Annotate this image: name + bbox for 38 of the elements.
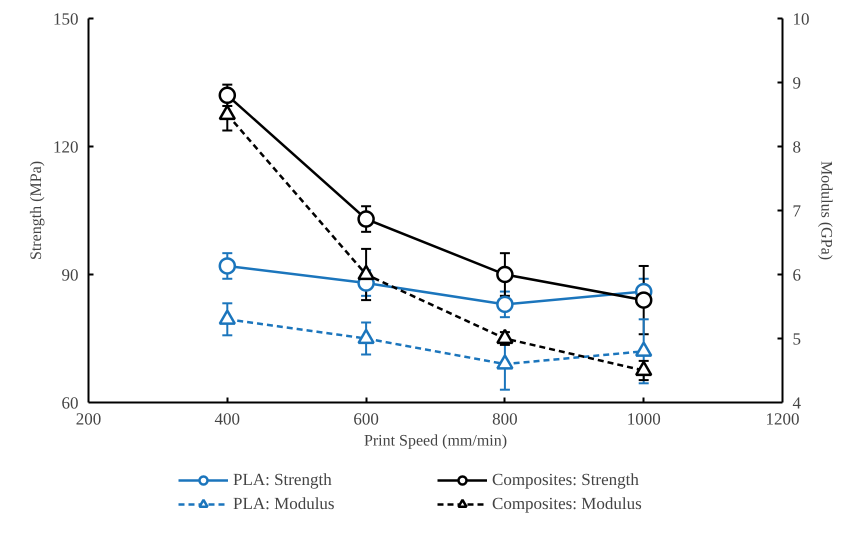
legend-label: Composites: Modulus: [492, 494, 643, 514]
y2-tick-label: 9: [792, 74, 801, 92]
y-tick-label: 60: [62, 394, 78, 412]
y2-tick-label: 6: [792, 266, 801, 284]
x-tick-label: 1000: [626, 410, 661, 428]
point: [496, 296, 514, 314]
y2-tick-label: 7: [792, 202, 802, 220]
point: [634, 360, 652, 376]
y-tick-label: 150: [53, 10, 78, 28]
x-tick-label: 600: [353, 410, 379, 428]
x-tick-label: 1200: [766, 410, 800, 428]
x-axis-title: Print Speed (mm/min): [364, 432, 508, 450]
point: [357, 210, 375, 228]
y2-axis-title: Modulus (GPa): [818, 160, 834, 260]
point: [496, 266, 514, 284]
y2-tick-label: 8: [792, 138, 801, 156]
y2-tick-label: 10: [792, 10, 810, 28]
point: [218, 309, 236, 325]
y-tick-label: 90: [62, 266, 78, 284]
x-tick-label: 400: [214, 410, 240, 428]
legend-label: PLA: Strength: [233, 470, 333, 490]
y2-tick-label: 5: [792, 330, 801, 348]
point: [634, 291, 652, 309]
point: [218, 104, 236, 120]
y-axis-title: Strength (MPa): [28, 160, 45, 260]
point: [634, 341, 652, 357]
x-tick-label: 800: [492, 410, 518, 428]
point: [496, 328, 514, 344]
point: [357, 328, 375, 344]
point: [218, 257, 236, 275]
point: [496, 354, 514, 370]
y-tick-label: 120: [53, 138, 78, 156]
x-tick-label: 200: [76, 410, 102, 428]
point: [357, 264, 375, 280]
legend-label: Composites: Strength: [492, 470, 640, 490]
y2-tick-label: 4: [792, 394, 802, 412]
point: [218, 86, 236, 104]
legend-label: PLA: Modulus: [233, 494, 336, 514]
